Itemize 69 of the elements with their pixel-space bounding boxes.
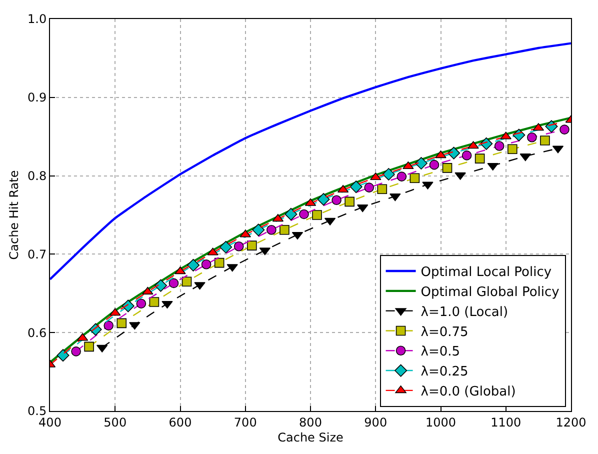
point (332, 195, 342, 205)
point (149, 297, 160, 307)
point (540, 136, 550, 146)
x-tick-label: 1000 (425, 415, 456, 430)
legend-label: Optimal Global Policy (420, 285, 560, 300)
x-tick-label: 1200 (556, 415, 586, 430)
legend-label: λ=0.25 (420, 364, 468, 380)
point (507, 144, 518, 154)
point (487, 162, 498, 171)
point (344, 196, 354, 207)
line-series (50, 42, 571, 280)
point (116, 318, 127, 328)
point (220, 240, 232, 254)
point (364, 182, 374, 192)
legend-label: Optimal Local Policy (420, 265, 552, 280)
point (246, 240, 257, 250)
point (462, 150, 472, 160)
point (402, 161, 414, 170)
point (182, 276, 192, 287)
point (234, 241, 244, 252)
point (252, 224, 265, 236)
point (299, 209, 309, 220)
x-tick-label: 700 (234, 415, 257, 430)
point (84, 342, 94, 352)
point (474, 154, 485, 164)
x-tick-label: 1100 (490, 415, 522, 430)
point (201, 259, 212, 270)
point (280, 225, 290, 235)
point (312, 210, 322, 220)
legend-label: λ=1.0 (Local) (420, 304, 508, 320)
point (154, 279, 167, 292)
point (71, 346, 81, 356)
y-tick-label: 0.7 (28, 247, 47, 262)
point (527, 132, 537, 142)
y-tick-label: 0.9 (28, 90, 47, 105)
x-tick-label: 500 (104, 415, 127, 430)
y-axis-title: Cache Hit Rate (6, 170, 21, 260)
point (442, 163, 452, 173)
point (382, 168, 395, 180)
point (168, 278, 179, 288)
y-tick-label: 0.8 (28, 169, 47, 183)
point (448, 146, 460, 160)
legend-label: λ=0.75 (420, 324, 468, 340)
point (187, 258, 200, 272)
point (414, 157, 428, 170)
x-axis-title: Cache Size (278, 430, 344, 444)
legend-label: λ=0.0 (Global) (420, 384, 516, 400)
point (429, 160, 440, 170)
point (560, 124, 570, 134)
y-tick-label: 0.6 (28, 326, 47, 340)
point (396, 172, 407, 182)
point (494, 141, 504, 151)
point (284, 208, 298, 220)
x-tick-label: 800 (299, 415, 322, 430)
point (56, 349, 70, 362)
legend-label: λ=0.5 (420, 344, 460, 360)
point (410, 173, 420, 184)
point (122, 300, 134, 312)
point (317, 193, 330, 206)
x-tick-label: 600 (168, 415, 192, 430)
point (266, 225, 276, 235)
point (377, 184, 388, 194)
point (104, 320, 114, 330)
point (350, 180, 362, 194)
point (214, 258, 224, 268)
y-tick-label: 1.0 (28, 12, 47, 26)
point (370, 172, 382, 180)
point (136, 298, 146, 308)
x-tick-label: 900 (364, 415, 388, 430)
